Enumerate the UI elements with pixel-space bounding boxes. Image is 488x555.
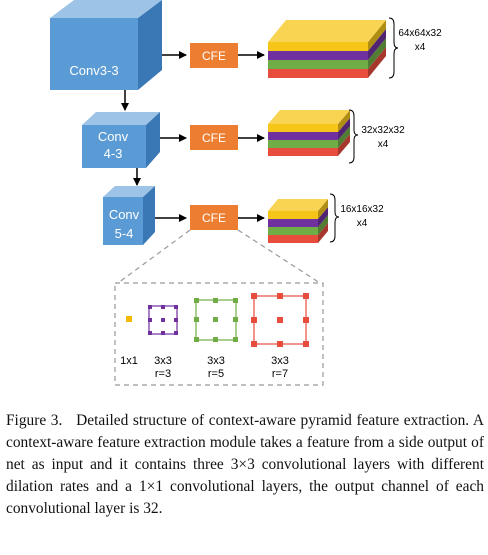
kernel-label-r7-size: 3x3	[271, 355, 289, 367]
conv5-4-block: Conv 5-4	[103, 186, 155, 245]
output-mult-2: x4	[378, 139, 389, 150]
caption-text: Detailed structure of context-aware pyra…	[6, 412, 485, 517]
kernel-3x3-r7	[251, 293, 309, 347]
feature-layer-face	[268, 235, 318, 243]
feature-layer-face	[268, 60, 368, 69]
kernel-3x3-r3	[148, 305, 178, 335]
cfe-label-1: CFE	[202, 49, 226, 63]
cfe-label-2: CFE	[202, 131, 226, 145]
kernel-label-r5-size: 3x3	[207, 355, 225, 367]
feature-layer-face	[268, 140, 338, 148]
feature-layer-face	[368, 20, 386, 51]
feature-layer-face	[268, 211, 318, 219]
feature-layer-face	[268, 199, 328, 211]
feature-layer-face	[268, 69, 368, 78]
caption-label: Figure 3.	[6, 412, 63, 429]
feature-layer-face	[318, 223, 328, 243]
kernel-label-r3-size: 3x3	[154, 355, 172, 367]
feature-layer-face	[318, 215, 328, 235]
feature-layer-face	[268, 51, 368, 60]
figure-diagram: Conv3-3 Conv 4-3 Conv 5-4 CFE CFE CFE 64…	[50, 0, 442, 386]
feature-layer-face	[268, 42, 368, 51]
cfe-label-3: CFE	[202, 211, 226, 225]
conv3-3-block: Conv3-3	[50, 0, 162, 90]
brace-3	[329, 193, 340, 243]
feature-layer-face	[268, 148, 338, 156]
kernel-label-r7-rate: r=7	[272, 368, 288, 380]
feature-stack-64	[268, 20, 386, 78]
feature-stack-16	[268, 199, 328, 243]
output-dims-1: 64x64x32	[398, 28, 442, 39]
conv5-4-label-line2: 5-4	[115, 226, 134, 241]
kernel-3x3-r5	[194, 298, 238, 342]
cfe-box-3	[190, 205, 238, 230]
cfe-box-1	[190, 43, 238, 68]
expansion-line-left	[117, 229, 191, 284]
conv4-3-label-line2: 4-3	[104, 146, 123, 161]
conv4-3-label-line1: Conv	[98, 129, 129, 144]
figure-caption: Figure 3. Detailed structure of context-…	[6, 410, 484, 520]
expansion-line-right	[237, 229, 321, 284]
conv4-3-block: Conv 4-3	[82, 112, 160, 168]
output-mult-3: x4	[357, 218, 368, 229]
feature-layer-face	[268, 110, 350, 124]
feature-layer-face	[338, 126, 350, 148]
output-mult-1: x4	[415, 42, 426, 53]
feature-layer-face	[368, 47, 386, 78]
brace-2	[348, 109, 359, 164]
feature-layer-face	[338, 118, 350, 140]
conv3-3-label: Conv3-3	[69, 63, 118, 78]
feature-layer-face	[268, 124, 338, 132]
kernel-label-1x1: 1x1	[120, 355, 138, 367]
feature-layer-face	[268, 20, 386, 42]
kernel-label-r3-rate: r=3	[155, 368, 171, 380]
feature-layer-face	[338, 134, 350, 156]
feature-stack-32	[268, 110, 350, 156]
brace-1	[388, 17, 399, 79]
cfe-box-2	[190, 125, 238, 150]
kernel-label-r5-rate: r=5	[208, 368, 224, 380]
kernel-1x1	[126, 316, 132, 322]
feature-layer-face	[338, 110, 350, 132]
conv5-4-label-line1: Conv	[109, 207, 140, 222]
feature-layer-face	[368, 29, 386, 60]
feature-layer-face	[268, 132, 338, 140]
feature-layer-face	[268, 219, 318, 227]
output-dims-2: 32x32x32	[361, 125, 405, 136]
output-dims-3: 16x16x32	[340, 204, 384, 215]
feature-layer-face	[268, 227, 318, 235]
feature-layer-face	[318, 199, 328, 219]
feature-layer-face	[318, 207, 328, 227]
cfe-detail-box	[114, 282, 324, 386]
feature-layer-face	[368, 38, 386, 69]
